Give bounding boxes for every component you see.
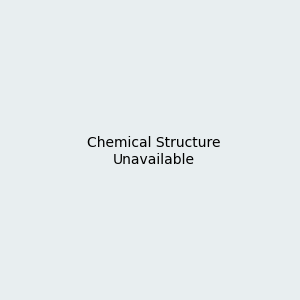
Text: Chemical Structure
Unavailable: Chemical Structure Unavailable — [87, 136, 220, 166]
